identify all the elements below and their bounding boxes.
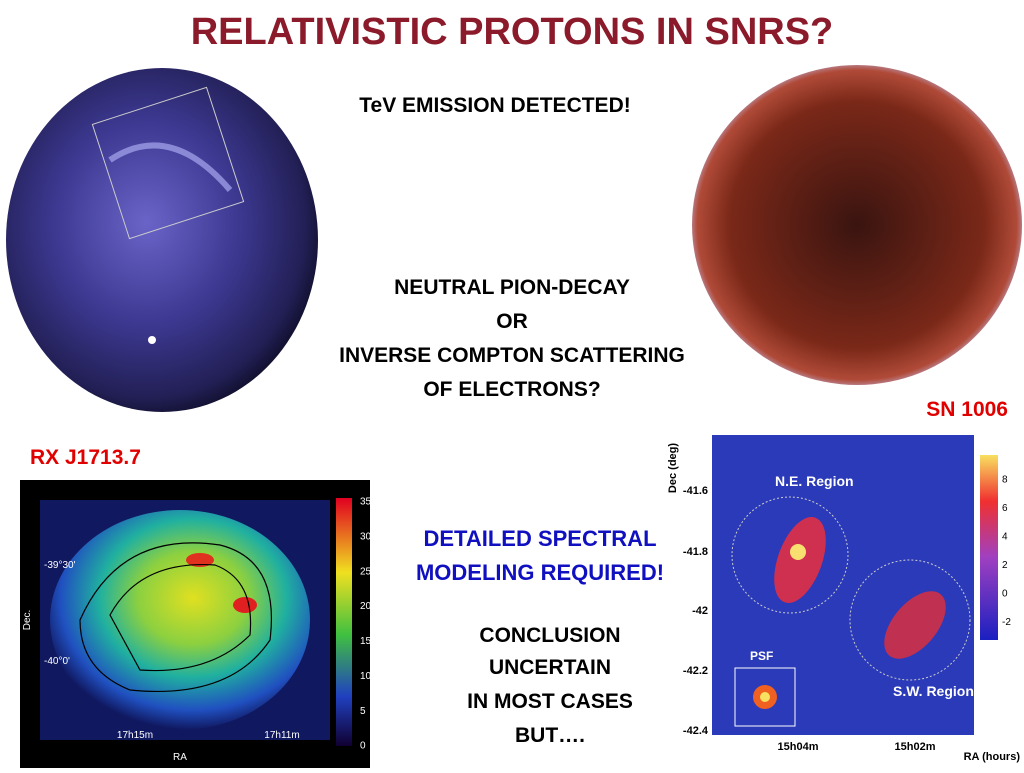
region-label: S.W. Region [893,683,974,699]
x-tick: 15h04m [778,741,819,753]
conclusion-line: IN MOST CASES [467,690,633,713]
y-tick: -41.8 [683,546,708,558]
tev-text: TeV EMISSION DETECTED! [359,94,630,117]
region-label: N.E. Region [775,473,854,489]
conclusion-line: CONCLUSION [479,624,620,647]
colorbar-tick: -2 [1002,617,1011,628]
question-line: INVERSE COMPTON SCATTERING [339,344,685,367]
sn-label: SN 1006 [926,398,1008,421]
sn-map: Dec (deg) RA (hours) -41.6 -41.8 -42 -42… [667,435,1020,763]
colorbar-tick: 35 [360,497,372,508]
colorbar-tick: 30 [360,531,372,542]
colorbar-tick: 4 [1002,532,1008,543]
rx-map: Dec. RA -39°30' -40°0' 17h15m 17h11m 35 3… [20,480,372,768]
x-tick: 17h15m [117,730,153,741]
colorbar-tick: 2 [1002,560,1008,571]
conclusion-line: UNCERTAIN [489,656,611,679]
x-tick: 15h02m [895,741,936,753]
colorbar-tick: 0 [360,741,366,752]
sn-image [692,65,1022,385]
colorbar-tick: 0 [1002,589,1008,600]
y-tick: -42.4 [683,725,709,737]
y-tick: -42 [692,605,708,617]
colorbar-tick: 25 [360,566,372,577]
y-tick: -42.2 [683,665,708,677]
question-line: NEUTRAL PION-DECAY [394,276,630,299]
rx-label: RX J1713.7 [30,446,141,469]
question-line: OF ELECTRONS? [423,378,600,401]
rx-image [6,68,318,412]
y-tick: -41.6 [683,485,708,497]
x-tick: 17h11m [264,730,299,741]
colorbar-tick: 6 [1002,503,1008,514]
colorbar-tick: 8 [1002,475,1008,486]
title: RELATIVISTIC PROTONS IN SNRS? [191,11,834,53]
y-tick: -40°0' [44,656,70,667]
question-line: OR [496,310,528,333]
colorbar-tick: 5 [360,706,366,717]
colorbar-tick: 20 [360,601,372,612]
spectral-line: DETAILED SPECTRAL [423,526,656,551]
x-label: RA (hours) [964,751,1021,763]
x-label: RA [173,752,187,763]
region-label: PSF [750,649,773,663]
conclusion-line: BUT…. [515,724,585,747]
y-label: Dec (deg) [667,443,679,493]
colorbar-tick: 10 [360,671,372,682]
colorbar-tick: 15 [360,636,372,647]
y-tick: -39°30' [44,560,76,571]
spectral-line: MODELING REQUIRED! [416,560,664,585]
y-label: Dec. [22,610,33,631]
